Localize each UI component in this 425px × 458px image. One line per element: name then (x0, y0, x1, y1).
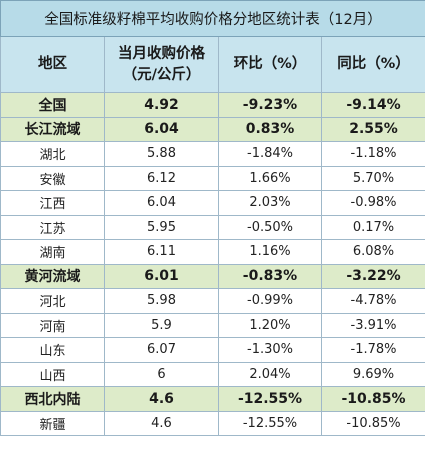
table-row: 山西 6 2.04% 9.69% (0, 361, 425, 387)
cotton-price-table: 全国标准级籽棉平均收购价格分地区统计表（12月） 地区 当月收购价格 （元/公斤… (0, 0, 425, 436)
cell-price: 5.98 (104, 288, 219, 314)
cell-mom: -0.50% (218, 214, 322, 240)
cell-yoy: 2.55% (320, 116, 425, 142)
header-region: 地区 (0, 36, 105, 93)
cell-mom: -12.55% (218, 386, 322, 412)
cell-mom: -1.84% (218, 141, 322, 167)
cell-yoy: -3.22% (320, 263, 425, 289)
region-subtotal-row: 长江流域 6.04 0.83% 2.55% (0, 116, 425, 142)
cell-name: 江西 (0, 190, 105, 216)
cell-price: 4.92 (104, 92, 219, 118)
cell-mom: -9.23% (218, 92, 322, 118)
cell-name: 湖北 (0, 141, 105, 167)
cell-price: 6.01 (104, 263, 219, 289)
cell-mom: 1.20% (218, 312, 322, 338)
header-price: 当月收购价格 （元/公斤） (104, 36, 219, 93)
cell-yoy: -10.85% (320, 410, 425, 436)
header-yoy: 同比（%） (320, 36, 425, 93)
cell-yoy: -1.78% (320, 337, 425, 363)
cell-price: 6.11 (104, 239, 219, 265)
cell-name: 山东 (0, 337, 105, 363)
cell-mom: 2.04% (218, 361, 322, 387)
cell-mom: -0.83% (218, 263, 322, 289)
cell-mom: -0.99% (218, 288, 322, 314)
cell-price: 5.9 (104, 312, 219, 338)
cell-name: 西北内陆 (0, 386, 105, 412)
cell-price: 5.88 (104, 141, 219, 167)
cell-price: 6.12 (104, 165, 219, 191)
table-row: 湖南 6.11 1.16% 6.08% (0, 239, 425, 265)
cell-yoy: -3.91% (320, 312, 425, 338)
cell-yoy: 5.70% (320, 165, 425, 191)
cell-yoy: 6.08% (320, 239, 425, 265)
cell-name: 安徽 (0, 165, 105, 191)
table-header-row: 地区 当月收购价格 （元/公斤） 环比（%） 同比（%） (0, 36, 425, 93)
table-title: 全国标准级籽棉平均收购价格分地区统计表（12月） (0, 0, 425, 37)
cell-yoy: -1.18% (320, 141, 425, 167)
cell-mom: 1.66% (218, 165, 322, 191)
cell-price: 5.95 (104, 214, 219, 240)
cell-price: 6.04 (104, 190, 219, 216)
table-row: 山东 6.07 -1.30% -1.78% (0, 337, 425, 363)
cell-name: 河南 (0, 312, 105, 338)
region-subtotal-row: 黄河流域 6.01 -0.83% -3.22% (0, 263, 425, 289)
cell-mom: 0.83% (218, 116, 322, 142)
cell-price: 4.6 (104, 410, 219, 436)
cell-name: 湖南 (0, 239, 105, 265)
table-row: 江苏 5.95 -0.50% 0.17% (0, 214, 425, 240)
cell-name: 河北 (0, 288, 105, 314)
cell-mom: 2.03% (218, 190, 322, 216)
table-title-row: 全国标准级籽棉平均收购价格分地区统计表（12月） (0, 0, 425, 37)
cell-name: 黄河流域 (0, 263, 105, 289)
cell-mom: -1.30% (218, 337, 322, 363)
table-row: 河北 5.98 -0.99% -4.78% (0, 288, 425, 314)
cell-name: 长江流域 (0, 116, 105, 142)
region-subtotal-row: 全国 4.92 -9.23% -9.14% (0, 92, 425, 118)
cell-price: 6.07 (104, 337, 219, 363)
cell-price: 4.6 (104, 386, 219, 412)
cell-price: 6.04 (104, 116, 219, 142)
cell-name: 新疆 (0, 410, 105, 436)
cell-yoy: -10.85% (320, 386, 425, 412)
table-row: 河南 5.9 1.20% -3.91% (0, 312, 425, 338)
cell-mom: 1.16% (218, 239, 322, 265)
header-price-line1: 当月收购价格 (118, 45, 205, 62)
table-row: 安徽 6.12 1.66% 5.70% (0, 165, 425, 191)
table-row: 江西 6.04 2.03% -0.98% (0, 190, 425, 216)
cell-yoy: -4.78% (320, 288, 425, 314)
table-row: 新疆 4.6 -12.55% -10.85% (0, 410, 425, 436)
cell-yoy: -9.14% (320, 92, 425, 118)
cell-name: 江苏 (0, 214, 105, 240)
cell-price: 6 (104, 361, 219, 387)
table-row: 湖北 5.88 -1.84% -1.18% (0, 141, 425, 167)
cell-name: 山西 (0, 361, 105, 387)
region-subtotal-row: 西北内陆 4.6 -12.55% -10.85% (0, 386, 425, 412)
cell-yoy: 0.17% (320, 214, 425, 240)
header-price-line2: （元/公斤） (122, 66, 201, 83)
cell-yoy: 9.69% (320, 361, 425, 387)
header-mom: 环比（%） (218, 36, 322, 93)
cell-yoy: -0.98% (320, 190, 425, 216)
cell-name: 全国 (0, 92, 105, 118)
cell-mom: -12.55% (218, 410, 322, 436)
